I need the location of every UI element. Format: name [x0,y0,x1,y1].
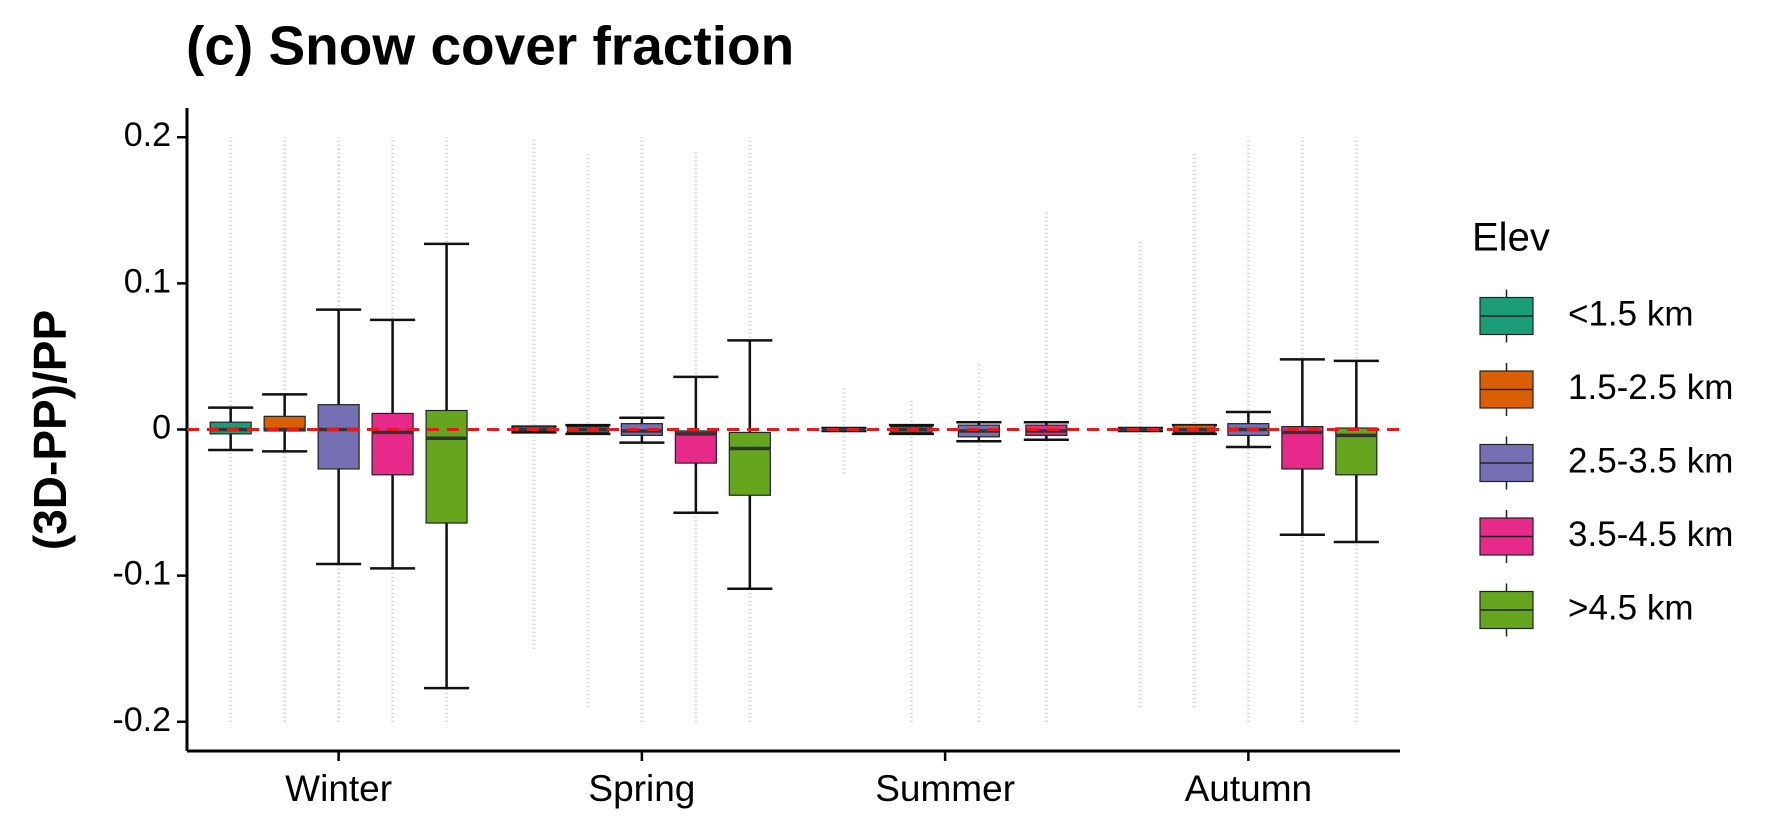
x-tick-label: Autumn [1185,768,1313,809]
legend-label: 1.5-2.5 km [1568,368,1733,407]
x-tick-label: Winter [285,768,392,809]
y-tick-label: 0.1 [124,262,171,300]
box [728,431,771,496]
x-tick-label: Summer [875,768,1015,809]
legend-label: <1.5 km [1568,294,1693,333]
box [425,409,468,524]
y-axis-label: (3D-PP)/PP [24,310,76,550]
box [674,430,717,464]
y-tick-label: -0.1 [112,555,171,593]
y-tick-label: -0.2 [112,701,171,739]
legend-label: 3.5-4.5 km [1568,515,1733,554]
y-tick-label: 0 [152,408,171,446]
legend-label: >4.5 km [1568,588,1693,627]
legend-title: Elev [1472,216,1550,260]
y-tick-label: 0.2 [124,116,171,154]
box [371,412,414,476]
x-tick-label: Spring [588,768,695,809]
legend-label: 2.5-3.5 km [1568,441,1733,480]
box [317,404,360,470]
chart-title: (c) Snow cover fraction [186,15,794,77]
